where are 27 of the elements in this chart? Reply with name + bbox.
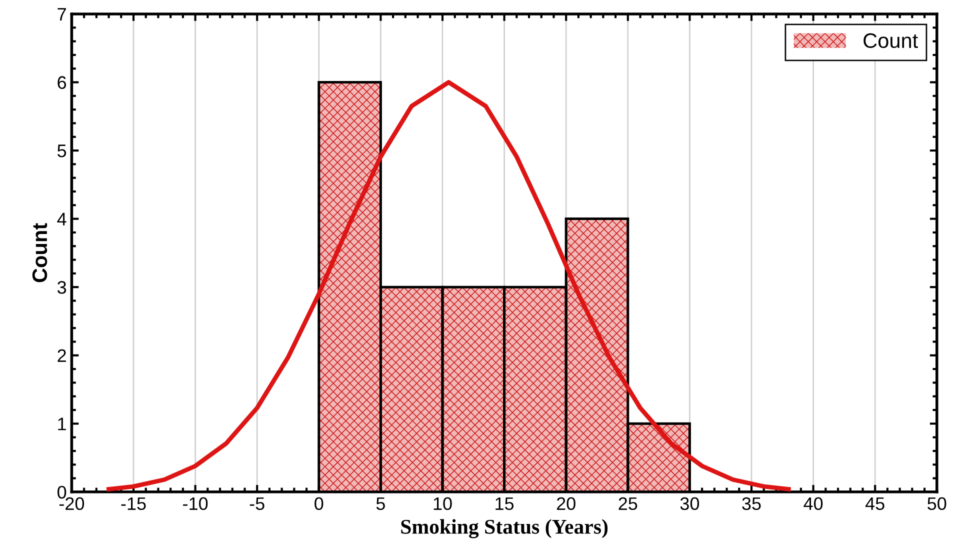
y-tick-label: 7 xyxy=(58,8,66,21)
x-tick-label: 40 xyxy=(804,497,823,510)
x-tick-label: 50 xyxy=(928,497,946,510)
x-tick-label: 45 xyxy=(865,497,884,510)
x-tick-label: 5 xyxy=(376,497,385,510)
x-tick-label: -15 xyxy=(121,497,146,510)
x-tick-label: 20 xyxy=(556,497,576,510)
x-axis-title: Smoking Status (Years) xyxy=(401,519,608,538)
x-tick-label: 30 xyxy=(680,497,700,510)
x-tick-label: -20 xyxy=(59,497,84,510)
y-tick-label: 0 xyxy=(58,486,66,499)
y-tick-label: 5 xyxy=(58,144,66,158)
y-tick-label: 3 xyxy=(57,281,66,294)
x-tick-label: 35 xyxy=(742,497,761,510)
y-tick-label: 1 xyxy=(58,418,66,430)
x-tick-label: 25 xyxy=(618,497,638,510)
x-tick-label: -10 xyxy=(183,497,208,510)
y-tick-label: 4 xyxy=(57,212,66,226)
x-tick-label: 0 xyxy=(314,497,324,510)
y-tick-label: 2 xyxy=(58,349,66,362)
line-series xyxy=(106,80,791,492)
x-tick-label: -5 xyxy=(250,497,264,510)
y-tick-label: 6 xyxy=(58,76,66,89)
legend-label: Count xyxy=(864,33,918,48)
x-tick-label: 10 xyxy=(434,497,452,510)
x-tick-label: 15 xyxy=(496,497,514,510)
y-axis-title: Count xyxy=(32,223,48,282)
